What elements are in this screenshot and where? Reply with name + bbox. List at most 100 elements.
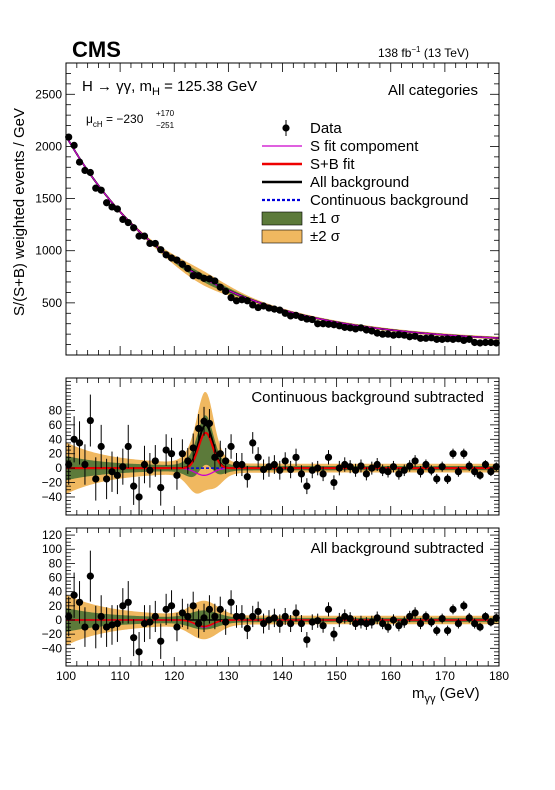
data-point xyxy=(362,619,370,628)
data-point xyxy=(454,335,463,343)
y-tick-label: 500 xyxy=(42,296,62,310)
data-point xyxy=(487,338,495,347)
data-point xyxy=(92,623,100,631)
data-point xyxy=(270,614,278,622)
y-tick-label: 1000 xyxy=(35,244,62,258)
data-point xyxy=(151,457,159,465)
data-point xyxy=(124,442,132,451)
experiment-label: CMS xyxy=(72,37,121,62)
data-point xyxy=(270,460,278,469)
data-point xyxy=(178,260,186,268)
data-point xyxy=(276,306,284,314)
data-point xyxy=(324,453,333,461)
data-point xyxy=(167,254,176,262)
data-point xyxy=(476,471,484,479)
data-point xyxy=(471,468,479,476)
data-point xyxy=(373,460,381,469)
legend-marker xyxy=(282,124,290,132)
data-point xyxy=(189,602,197,610)
legend-label: Data xyxy=(310,120,342,137)
plot-frame xyxy=(65,527,500,667)
mu-label: μcH = −230 xyxy=(86,112,144,129)
data-point xyxy=(443,627,452,635)
data-point xyxy=(157,484,165,492)
data-point xyxy=(227,294,235,302)
data-point xyxy=(238,612,246,621)
data-point xyxy=(184,264,192,273)
data-point xyxy=(389,463,398,471)
data-point xyxy=(281,309,289,317)
data-point xyxy=(314,464,322,472)
data-point xyxy=(173,471,181,479)
data-point xyxy=(119,602,127,610)
y-tick-label: 80 xyxy=(49,556,63,570)
data-point xyxy=(113,471,122,479)
data-point xyxy=(422,460,430,469)
mu-uncertainty-down: −251 xyxy=(156,121,175,130)
data-point xyxy=(351,466,360,474)
data-point xyxy=(443,475,452,483)
data-point xyxy=(146,618,154,626)
data-point xyxy=(287,312,295,320)
data-point xyxy=(373,329,381,337)
data-point xyxy=(65,133,73,141)
y-tick-label: 20 xyxy=(49,599,63,613)
data-point xyxy=(102,623,111,631)
legend-label: ±2 σ xyxy=(310,228,341,245)
legend-label: Continuous background xyxy=(310,192,468,209)
data-point xyxy=(379,619,387,628)
data-point xyxy=(449,605,457,613)
data-point xyxy=(97,442,105,451)
y-tick-label: 40 xyxy=(49,432,63,446)
mu-uncertainty-up: +170 xyxy=(156,109,175,118)
data-point xyxy=(270,305,278,313)
data-point xyxy=(70,141,78,149)
x-tick-label: 120 xyxy=(164,669,184,683)
data-point xyxy=(335,464,343,472)
data-point xyxy=(119,215,127,224)
data-point xyxy=(346,614,354,623)
data-point xyxy=(135,232,143,240)
data-point xyxy=(140,232,149,240)
data-point xyxy=(411,609,419,617)
top-panel: 500 1000 1500 2000 2500 xyxy=(35,62,500,356)
data-point xyxy=(379,466,387,474)
data-point xyxy=(81,460,89,469)
x-tick-label: 130 xyxy=(218,669,238,683)
data-point xyxy=(384,330,392,338)
data-point xyxy=(265,304,273,312)
plot-frame xyxy=(65,62,500,356)
data-point xyxy=(167,602,176,610)
data-point xyxy=(157,637,165,645)
y-tick-label: −20 xyxy=(42,627,63,641)
data-point xyxy=(211,612,219,621)
data-point xyxy=(330,321,338,329)
data-point xyxy=(205,419,214,428)
data-point xyxy=(130,224,138,232)
x-tick-label: 110 xyxy=(111,669,130,683)
data-point xyxy=(319,470,327,478)
legend-label: S+B fit xyxy=(310,156,355,173)
data-point xyxy=(97,186,105,194)
data-point xyxy=(281,457,289,465)
data-point xyxy=(102,199,111,207)
data-point xyxy=(200,274,208,282)
data-point xyxy=(297,470,306,478)
data-point xyxy=(303,315,311,323)
data-point xyxy=(346,324,354,332)
data-point xyxy=(427,618,435,626)
data-point xyxy=(324,605,333,613)
data-point xyxy=(433,475,441,483)
data-point xyxy=(205,275,214,283)
data-point xyxy=(438,614,446,623)
x-tick-label: 170 xyxy=(435,669,455,683)
y-tick-label: −40 xyxy=(42,490,63,504)
data-point xyxy=(97,612,105,621)
data-point xyxy=(406,462,414,470)
data-point xyxy=(465,335,473,343)
data-point xyxy=(108,621,116,629)
category-label: All categories xyxy=(388,82,478,99)
data-point xyxy=(75,439,84,447)
data-point xyxy=(151,612,159,621)
